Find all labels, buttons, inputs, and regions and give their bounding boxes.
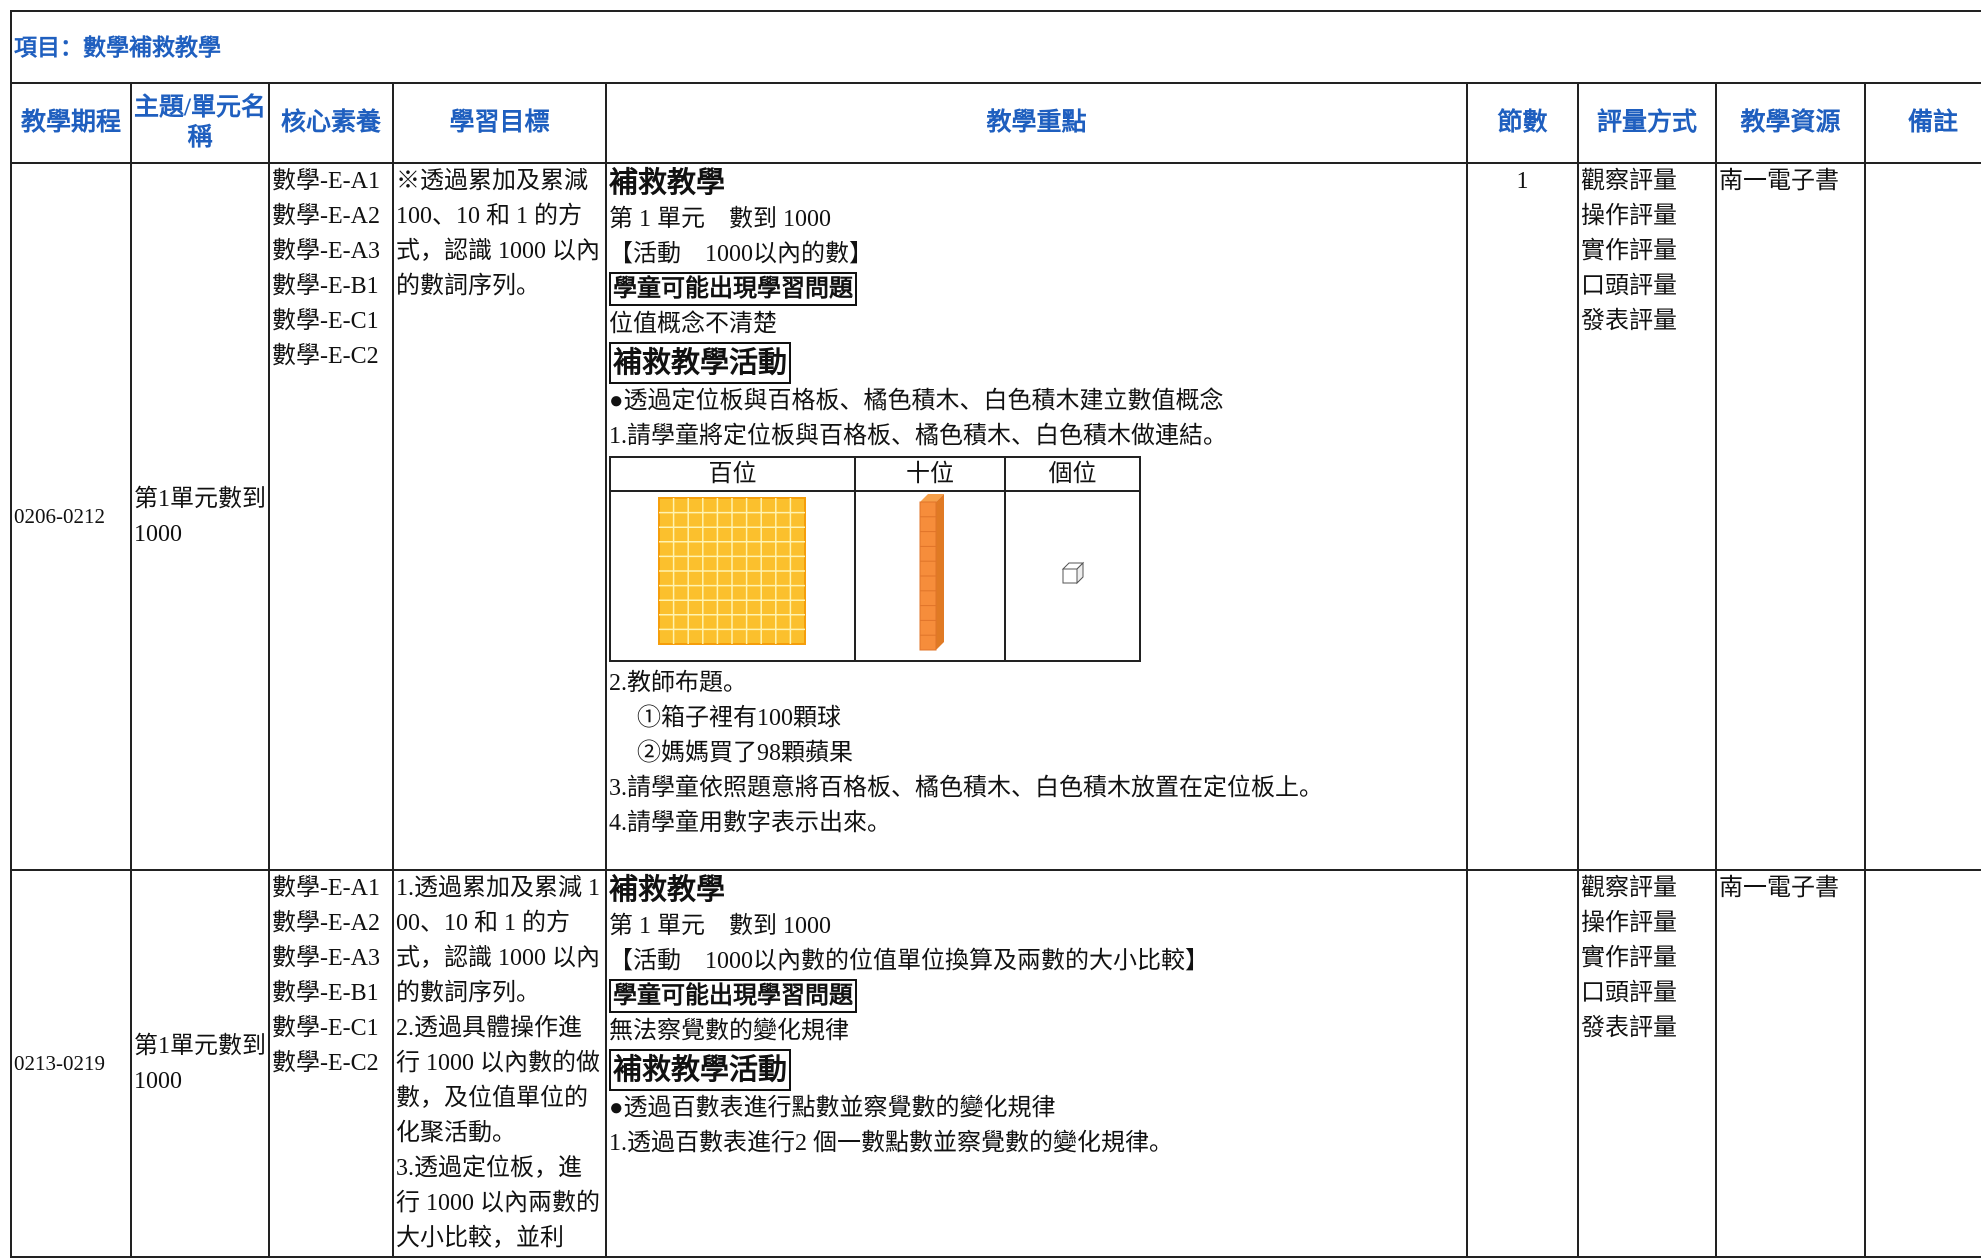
problem: 位值概念不清楚 xyxy=(609,311,777,337)
unit-name: 第1單元數到1000 xyxy=(130,162,270,871)
assessment-method: 觀察評量 xyxy=(1581,875,1677,901)
assessment-method: 口頭評量 xyxy=(1581,980,1677,1006)
assessment-method: 發表評量 xyxy=(1581,308,1677,334)
column-header: 教學資源 xyxy=(1715,82,1866,164)
step: 1.透過百數表進行2 個一數點數並察覺數的變化規律。 xyxy=(609,1130,1173,1156)
notes xyxy=(1863,869,1981,1258)
competency: 數學-E-B1 xyxy=(272,273,379,299)
activity-heading: 補救教學活動 xyxy=(609,1049,792,1091)
focus-heading: 補救教學 xyxy=(609,167,726,199)
competency: 數學-E-C1 xyxy=(272,308,379,334)
figure-cell xyxy=(854,490,1006,662)
assessment-method: 實作評量 xyxy=(1581,238,1677,264)
box-wrap: 學童可能出現學習問題 xyxy=(609,979,1464,1014)
problem-heading: 學童可能出現學習問題 xyxy=(609,272,857,306)
resources: 南一電子書 xyxy=(1715,869,1866,1258)
focus-activity: 【活動 1000以內數的位值單位換算及兩數的大小比較】 xyxy=(609,948,1209,974)
figure-cell xyxy=(1004,490,1141,662)
figure-header: 百位 xyxy=(609,456,856,492)
assessment-method: 發表評量 xyxy=(1581,1015,1677,1041)
objectives: ※透過累加及累減 100、10 和 1 的方式，認識 1000 以內的數詞序列。 xyxy=(392,162,607,871)
ten-icon xyxy=(919,494,944,651)
sub-step: ②媽媽買了98顆蘋果 xyxy=(637,740,853,766)
assessment-method: 實作評量 xyxy=(1581,945,1677,971)
competency: 數學-E-A2 xyxy=(272,910,380,936)
assessment-method: 口頭評量 xyxy=(1581,273,1677,299)
notes xyxy=(1863,162,1981,871)
place-value-figure: 百位 十位 個位 xyxy=(609,456,1141,662)
activity-heading: 補救教學活動 xyxy=(609,342,792,384)
step: 2.教師布題。 xyxy=(609,670,747,696)
objective: 2.透過具體操作進行 1000 以內數的做數，及位值單位的化聚活動。 xyxy=(396,1015,600,1146)
competencies: 數學-E-A1 數學-E-A2 數學-E-A3 數學-E-B1 數學-E-C1 數學-E-… xyxy=(268,869,394,1258)
table-row: 0213-0219 第1單元數到1000 數學-E-A1 數學-E-A2 數學-E-A3… xyxy=(10,869,1981,1258)
step: ●透過百數表進行點數並察覺數的變化規律 xyxy=(609,1095,1056,1121)
one-icon xyxy=(1061,561,1084,585)
focus-activity: 【活動 1000以內的數】 xyxy=(609,241,873,267)
figure-header-row: 百位 十位 個位 xyxy=(609,456,1141,492)
period: 0206-0212 xyxy=(10,162,132,871)
figure-header: 個位 xyxy=(1004,456,1141,492)
competencies: 數學-E-A1 數學-E-A2 數學-E-A3 數學-E-B1 數學-E-C1 數學-E-… xyxy=(268,162,394,871)
objectives: 1.透過累加及累減 100、10 和 1 的方式，認識 1000 以內的數詞序列… xyxy=(392,869,607,1258)
step: 4.請學童用數字表示出來。 xyxy=(609,810,891,836)
competency: 數學-E-C2 xyxy=(272,343,379,369)
focus-heading: 補救教學 xyxy=(609,874,726,906)
step: 1.請學童將定位板與百格板、橘色積木、白色積木做連結。 xyxy=(609,423,1227,449)
box-wrap: 補救教學活動 xyxy=(609,1049,1464,1091)
plan-table: 項目：數學補救教學 教學期程 主題/單元名稱 核心素養 學習目標 教學重點 節數 評量方式教… xyxy=(9,10,1981,1258)
hundred-icon xyxy=(657,497,806,645)
column-header: 節數 xyxy=(1466,82,1579,164)
box-wrap: 補救教學活動 xyxy=(609,342,1464,384)
problem: 無法察覺數的變化規律 xyxy=(609,1018,849,1044)
assessment-method: 操作評量 xyxy=(1581,910,1677,936)
period: 0213-0219 xyxy=(10,869,132,1258)
competency: 數學-E-A2 xyxy=(272,203,380,229)
column-header: 核心素養 xyxy=(268,82,394,164)
figure-body: 百位 十位 個位 xyxy=(609,456,1141,662)
competency: 數學-E-A3 xyxy=(272,945,380,971)
assessment-method: 觀察評量 xyxy=(1581,168,1677,194)
competency: 數學-E-B1 xyxy=(272,980,379,1006)
sessions xyxy=(1466,869,1579,1258)
focus-unit: 第 1 單元 數到 1000 xyxy=(609,913,831,939)
focus-unit: 第 1 單元 數到 1000 xyxy=(609,206,831,232)
column-header: 學習目標 xyxy=(392,82,607,164)
unit-name: 第1單元數到1000 xyxy=(130,869,270,1258)
step: ●透過定位板與百格板、橘色積木、白色積木建立數值概念 xyxy=(609,388,1224,414)
problem-heading: 學童可能出現學習問題 xyxy=(609,979,857,1013)
objective: 3.透過定位板，進行 1000 以內兩數的大小比較，並利 xyxy=(396,1155,600,1251)
column-header: 評量方式 xyxy=(1577,82,1717,164)
section-title: 項目：數學補救教學 xyxy=(9,10,1981,84)
competency: 數學-E-A3 xyxy=(272,238,380,264)
competency: 數學-E-A1 xyxy=(272,168,380,194)
objective: ※透過累加及累減 100、10 和 1 的方式，認識 1000 以內的數詞序列。 xyxy=(396,168,600,299)
table-row: 0206-0212 第1單元數到1000 數學-E-A1 數學-E-A2 數學-E-A3… xyxy=(10,162,1981,871)
figure-header: 十位 xyxy=(854,456,1006,492)
figure-cell xyxy=(609,490,856,662)
competency: 數學-E-C2 xyxy=(272,1050,379,1076)
assessment: 觀察評量操作評量實作評量口頭評量發表評量 xyxy=(1577,869,1717,1258)
document: 項目：數學補救教學 教學期程 主題/單元名稱 核心素養 學習目標 教學重點 節數 評量方式教… xyxy=(9,10,1981,1258)
sessions: 1 xyxy=(1466,162,1579,871)
teaching-focus: 補救教學第 1 單元 數到 1000 【活動 1000以內數的位值單位換算及兩數的… xyxy=(605,869,1468,1258)
assessment: 觀察評量操作評量實作評量口頭評量發表評量 xyxy=(1577,162,1717,871)
assessment-method: 操作評量 xyxy=(1581,203,1677,229)
resources: 南一電子書 xyxy=(1715,162,1866,871)
column-header: 主題/單元名稱 xyxy=(130,82,270,164)
box-wrap: 學童可能出現學習問題 xyxy=(609,272,1464,307)
figure-image-row xyxy=(609,490,1141,662)
column-header: 教學期程 xyxy=(10,82,132,164)
objective: 1.透過累加及累減 100、10 和 1 的方式，認識 1000 以內的數詞序列… xyxy=(396,875,600,1006)
competency: 數學-E-C1 xyxy=(272,1015,379,1041)
column-header: 教學重點 xyxy=(605,82,1468,164)
step: 3.請學童依照題意將百格板、橘色積木、白色積木放置在定位板上。 xyxy=(609,775,1323,801)
column-header: 備註 xyxy=(1863,82,1981,164)
sub-step: ①箱子裡有100顆球 xyxy=(637,705,841,731)
teaching-focus: 補救教學第 1 單元 數到 1000 【活動 1000以內的數】學童可能出現學習問… xyxy=(605,162,1468,871)
competency: 數學-E-A1 xyxy=(272,875,380,901)
